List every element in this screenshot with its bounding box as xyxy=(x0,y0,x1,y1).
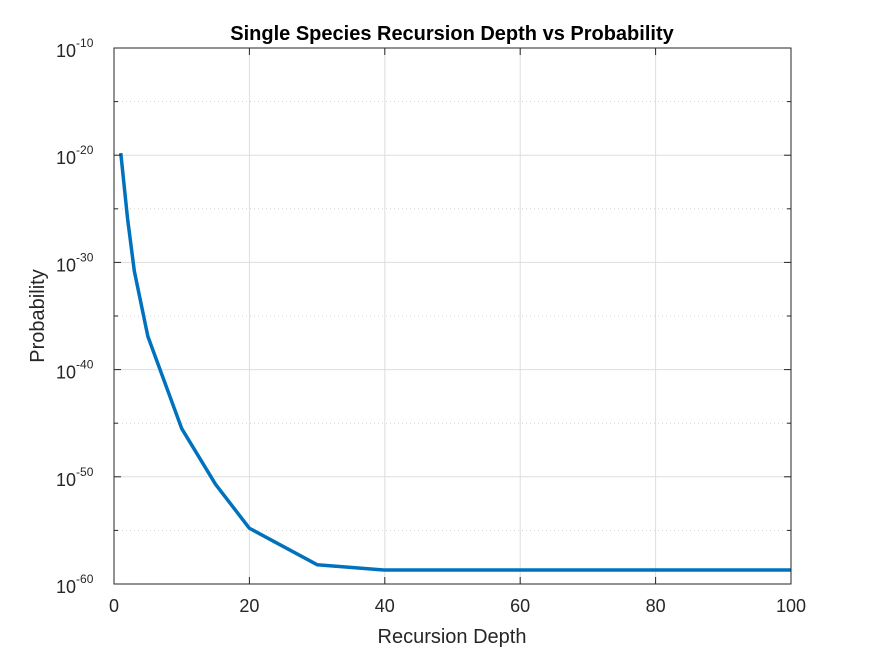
y-tick-label: 10-20 xyxy=(56,143,94,168)
ticks xyxy=(113,47,792,585)
y-tick-base: 10 xyxy=(56,577,76,597)
y-tick-base: 10 xyxy=(56,41,76,61)
y-tick-exponent: -20 xyxy=(76,143,94,157)
y-tick-base: 10 xyxy=(56,363,76,383)
grid xyxy=(114,48,791,584)
y-tick-label: 10-50 xyxy=(56,465,94,490)
x-axis-label: Recursion Depth xyxy=(378,626,527,648)
y-tick-label: 10-30 xyxy=(56,250,94,275)
y-tick-base: 10 xyxy=(56,470,76,490)
y-tick-exponent: -30 xyxy=(76,250,94,264)
y-tick-label: 10-10 xyxy=(56,36,94,61)
y-tick-exponent: -10 xyxy=(76,36,94,50)
y-tick-label: 10-60 xyxy=(56,572,94,597)
y-tick-base: 10 xyxy=(56,255,76,275)
chart-title: Single Species Recursion Depth vs Probab… xyxy=(230,23,674,45)
x-tick-label: 40 xyxy=(375,596,395,616)
x-tick-labels: 0 20 40 60 80 100 xyxy=(109,596,806,616)
y-tick-exponent: -60 xyxy=(76,572,94,586)
x-tick-label: 100 xyxy=(776,596,806,616)
plot-background xyxy=(114,48,791,584)
y-tick-exponent: -50 xyxy=(76,465,94,479)
y-tick-label: 10-40 xyxy=(56,358,94,383)
y-tick-base: 10 xyxy=(56,148,76,168)
x-tick-label: 0 xyxy=(109,596,119,616)
y-tick-exponent: -40 xyxy=(76,358,94,372)
series-layer xyxy=(119,152,792,572)
x-tick-label: 60 xyxy=(510,596,530,616)
y-axis-label: Probability xyxy=(27,269,49,362)
x-tick-label: 20 xyxy=(239,596,259,616)
x-tick-label: 80 xyxy=(646,596,666,616)
